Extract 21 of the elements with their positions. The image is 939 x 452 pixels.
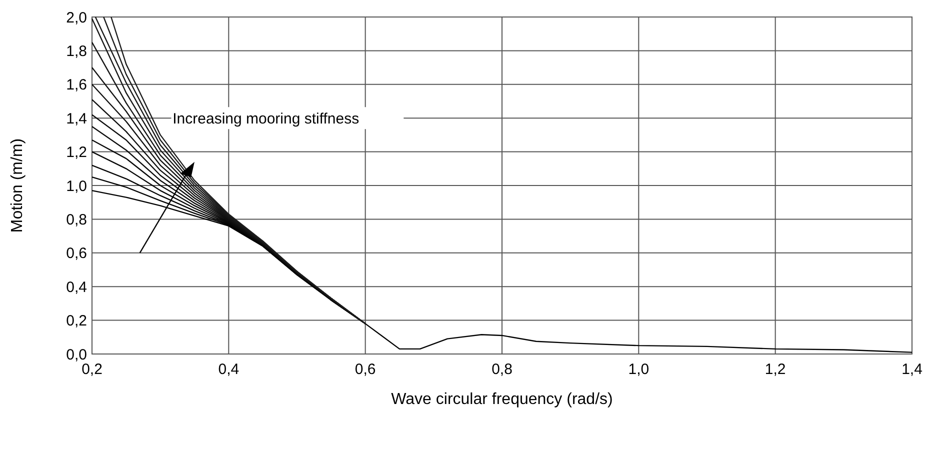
y-tick-label: 1,8 (66, 42, 87, 60)
y-tick-label: 1,4 (66, 110, 87, 128)
y-tick-label: 0,2 (66, 312, 87, 330)
x-tick-label: 0,2 (82, 361, 102, 378)
y-tick-label: 0,6 (66, 245, 87, 262)
x-tick-label: 0,8 (492, 361, 512, 378)
y-tick-label: 0,8 (66, 211, 87, 228)
y-tick-label: 1,6 (66, 76, 87, 94)
x-tick-label: 1,0 (628, 361, 650, 378)
x-axis-title: Wave circular frequency (rad/s) (391, 391, 613, 408)
x-tick-label: 1,2 (764, 361, 786, 378)
y-tick-label: 1,0 (66, 178, 87, 195)
annotation: Increasing mooring stiffness (172, 110, 360, 128)
y-tick-label: 1,2 (66, 144, 87, 162)
y-tick-label: 2,0 (66, 9, 87, 26)
y-tick-label: 0,4 (66, 278, 87, 296)
x-tick-label: 1,4 (902, 361, 922, 378)
x-tick-label: 0,4 (218, 361, 240, 378)
y-tick-label: 0,0 (66, 346, 87, 364)
y-axis-title: Motion (m/m) (9, 138, 26, 233)
x-tick-label: 0,6 (354, 361, 376, 378)
